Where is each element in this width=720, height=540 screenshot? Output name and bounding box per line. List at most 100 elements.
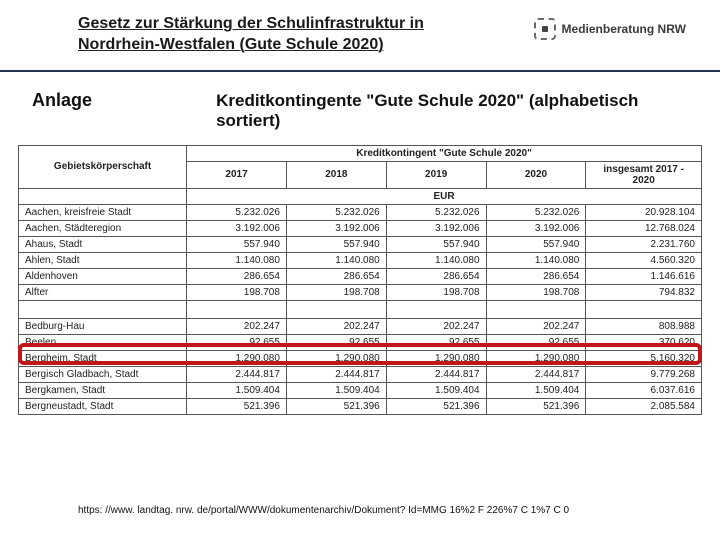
table-row: Alfter198.708198.708198.708198.708794.83… [19,284,702,300]
table-row: Aachen, Städteregion3.192.0063.192.0063.… [19,220,702,236]
table-row: Bergisch Gladbach, Stadt2.444.8172.444.8… [19,366,702,382]
cell-value: 521.396 [386,398,486,414]
cell-value: 2.444.817 [286,366,386,382]
eur-label: EUR [187,188,702,204]
cell-value: 3.192.006 [486,220,586,236]
cell-value: 557.940 [486,236,586,252]
table-row: Beelen92.65592.65592.65592.655370.620 [19,334,702,350]
cell-value: 92.655 [486,334,586,350]
col-total: insgesamt 2017 - 2020 [586,161,702,188]
table-row: Bergkamen, Stadt1.509.4041.509.4041.509.… [19,382,702,398]
cell-value: 92.655 [386,334,486,350]
table-row: Ahaus, Stadt557.940557.940557.940557.940… [19,236,702,252]
cell-value: 92.655 [187,334,287,350]
cell-value: 198.708 [187,284,287,300]
cell-value: 2.085.584 [586,398,702,414]
table-wrap: Gebietskörperschaft Kreditkontingent "Gu… [18,145,702,415]
cell-value: 92.655 [286,334,386,350]
cell-value: 286.654 [187,268,287,284]
cell-value: 557.940 [187,236,287,252]
cell-value: 521.396 [486,398,586,414]
title-block: Gesetz zur Stärkung der Schulinfrastrukt… [78,14,448,56]
table-row: Bergneustadt, Stadt521.396521.396521.396… [19,398,702,414]
cell-value: 1.509.404 [386,382,486,398]
cell-value: 286.654 [386,268,486,284]
logo-icon [534,18,556,40]
cell-value: 1.140.080 [286,252,386,268]
cell-name: Aachen, kreisfreie Stadt [19,204,187,220]
cell-value: 198.708 [486,284,586,300]
kredit-table: Gebietskörperschaft Kreditkontingent "Gu… [18,145,702,415]
cell-value: 5.232.026 [486,204,586,220]
cell-value: 521.396 [286,398,386,414]
cell-value: 9.779.268 [586,366,702,382]
col-top-span: Kreditkontingent "Gute Schule 2020" [187,145,702,161]
cell-name: Alfter [19,284,187,300]
cell-value: 808.988 [586,318,702,334]
col-2020: 2020 [486,161,586,188]
eur-row: EUR [19,188,702,204]
logo-block: Medienberatung NRW [534,18,686,40]
cell-value: 202.247 [486,318,586,334]
title-line-2: Nordrhein-Westfalen (Gute Schule 2020) [78,35,448,56]
cell-value: 5.232.026 [187,204,287,220]
cell-name: Bedburg-Hau [19,318,187,334]
cell-value: 1.509.404 [286,382,386,398]
cell-name: Ahlen, Stadt [19,252,187,268]
cell-value: 202.247 [386,318,486,334]
cell-name: Bergisch Gladbach, Stadt [19,366,187,382]
cell-value: 1.140.080 [187,252,287,268]
cell-value: 521.396 [187,398,287,414]
table-row: Bergheim, Stadt1.290.0801.290.0801.290.0… [19,350,702,366]
cell-value: 1.290.080 [187,350,287,366]
title-line-1: Gesetz zur Stärkung der Schulinfrastrukt… [78,14,448,35]
anlage-label: Anlage [32,90,176,111]
cell-name: Bergheim, Stadt [19,350,187,366]
cell-value: 1.290.080 [486,350,586,366]
cell-name: Aachen, Städteregion [19,220,187,236]
cell-value: 20.928.104 [586,204,702,220]
cell-value: 1.509.404 [187,382,287,398]
cell-value: 1.146.616 [586,268,702,284]
table-row: Ahlen, Stadt1.140.0801.140.0801.140.0801… [19,252,702,268]
cell-value: 3.192.006 [187,220,287,236]
cell-name: Bergneustadt, Stadt [19,398,187,414]
cell-value: 1.290.080 [386,350,486,366]
page-header: Gesetz zur Stärkung der Schulinfrastrukt… [0,0,720,64]
cell-value: 3.192.006 [286,220,386,236]
cell-value: 2.444.817 [486,366,586,382]
logo-text: Medienberatung NRW [562,22,686,36]
cell-value: 6.037.616 [586,382,702,398]
page-root: Gesetz zur Stärkung der Schulinfrastrukt… [0,0,720,540]
kk-title: Kreditkontingente "Gute Schule 2020" (al… [216,91,688,131]
cell-value: 557.940 [386,236,486,252]
table-row: Bedburg-Hau202.247202.247202.247202.2478… [19,318,702,334]
cell-value: 557.940 [286,236,386,252]
table-row: Aldenhoven286.654286.654286.654286.6541.… [19,268,702,284]
cell-value: 286.654 [286,268,386,284]
subhead: Anlage Kreditkontingente "Gute Schule 20… [0,72,720,137]
col-2018: 2018 [286,161,386,188]
cell-name: Ahaus, Stadt [19,236,187,252]
cell-name: Aldenhoven [19,268,187,284]
cell-value: 370.620 [586,334,702,350]
cell-value: 5.160.320 [586,350,702,366]
cell-value: 12.768.024 [586,220,702,236]
cell-value: 5.232.026 [386,204,486,220]
cell-value: 1.509.404 [486,382,586,398]
col-2017: 2017 [187,161,287,188]
cell-value: 5.232.026 [286,204,386,220]
cell-value: 2.231.760 [586,236,702,252]
col-gebiet: Gebietskörperschaft [19,145,187,188]
cell-value: 286.654 [486,268,586,284]
cell-value: 2.444.817 [386,366,486,382]
cell-value: 3.192.006 [386,220,486,236]
cell-name: Bergkamen, Stadt [19,382,187,398]
col-2019: 2019 [386,161,486,188]
table-body: Aachen, kreisfreie Stadt5.232.0265.232.0… [19,204,702,414]
cell-name: Beelen [19,334,187,350]
thead-row-1: Gebietskörperschaft Kreditkontingent "Gu… [19,145,702,161]
table-row: Aachen, kreisfreie Stadt5.232.0265.232.0… [19,204,702,220]
cell-value: 4.560.320 [586,252,702,268]
cell-value: 2.444.817 [187,366,287,382]
